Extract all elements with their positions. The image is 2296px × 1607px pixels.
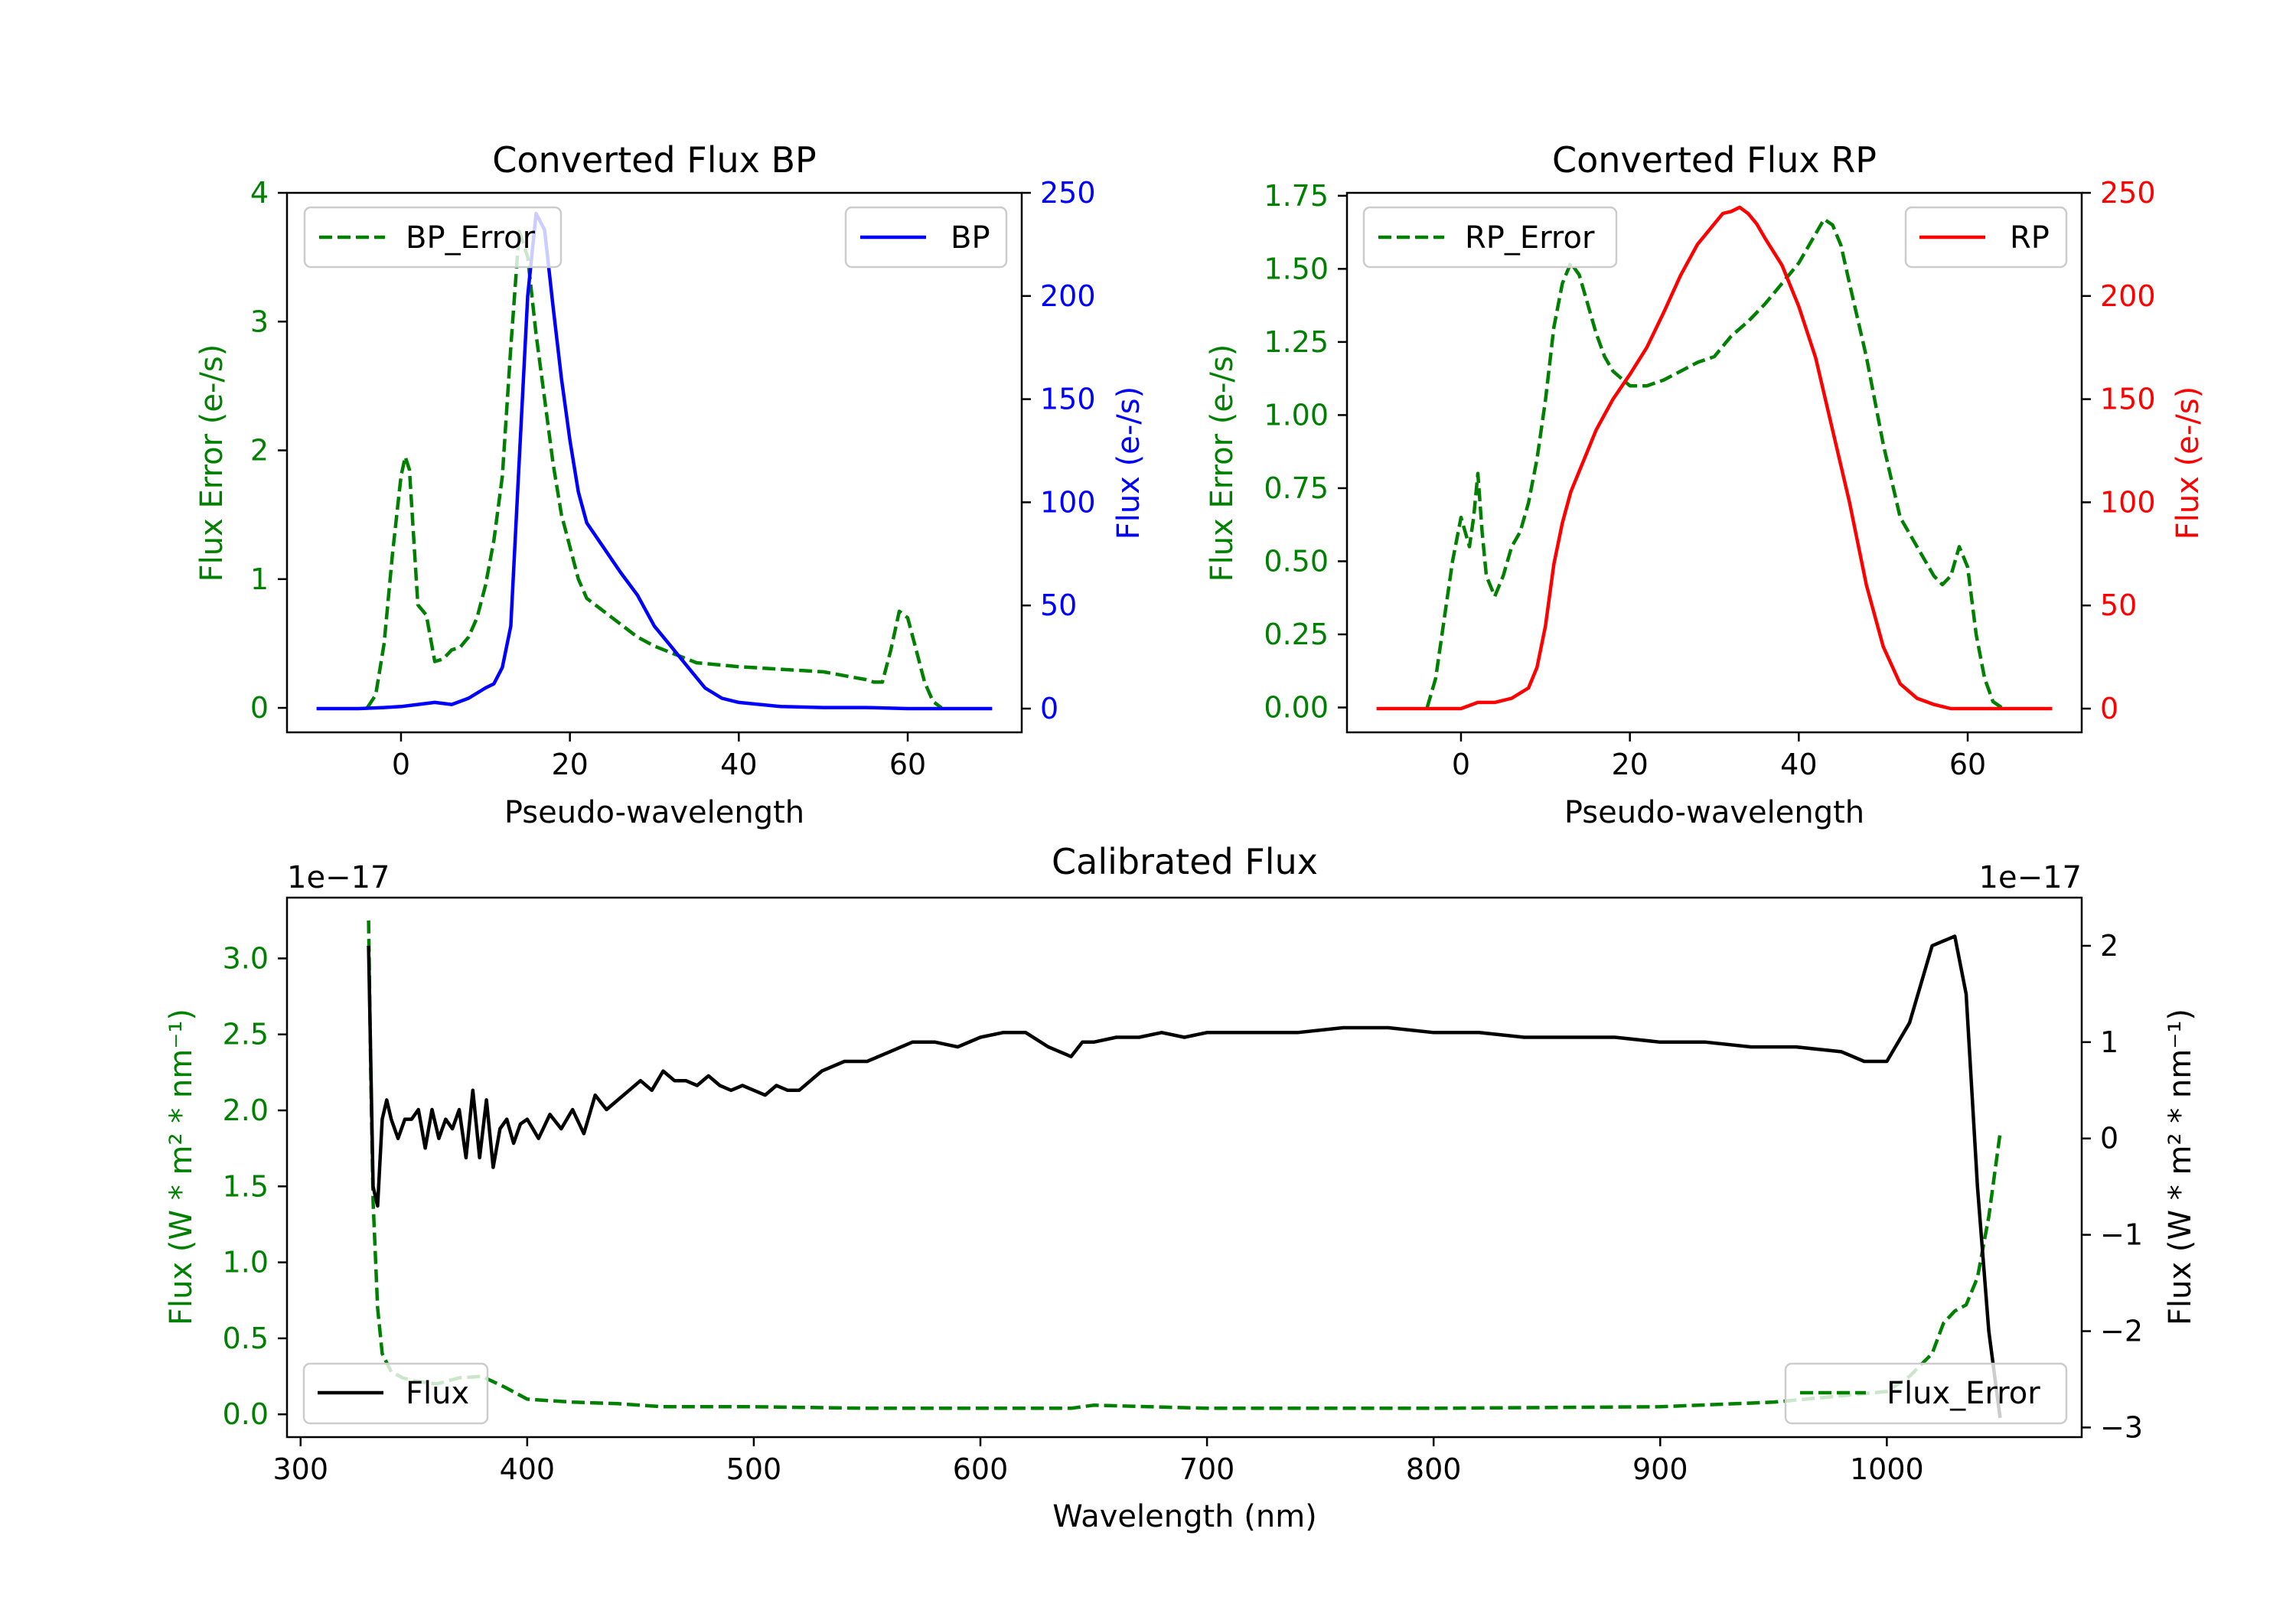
cal-right-tick-label: 2: [2100, 929, 2118, 963]
bp-left-tick-label: 2: [250, 434, 269, 468]
bp-legend-right-label: BP: [951, 220, 990, 256]
cal-left-offset-label: 1e−17: [287, 860, 390, 895]
bp-right-tick-label: 150: [1040, 383, 1096, 416]
rp-left-tick-label: 0.00: [1264, 691, 1329, 725]
rp-right-tick-label: 50: [2100, 588, 2137, 622]
cal-x-tick-label: 800: [1406, 1452, 1462, 1486]
bp-right-tick-label: 250: [1040, 176, 1096, 210]
rp-x-tick-label: 20: [1611, 748, 1648, 781]
rp-x-tick-label: 60: [1949, 748, 1986, 781]
cal-right-tick-label: −2: [2100, 1315, 2143, 1348]
cal-right-tick-label: 0: [2100, 1122, 2118, 1156]
bp-x-axis-label: Pseudo-wavelength: [504, 795, 804, 830]
rp-left-tick-label: 0.50: [1264, 544, 1329, 578]
rp-legend-right: RP: [1904, 206, 2068, 269]
rp-left-tick-label: 0.75: [1264, 471, 1329, 505]
cal-legend-right-label: Flux_Error: [1887, 1376, 2040, 1411]
rp-plot-area: 0 20 40 60 0.00 0.25 0.50 0.75 1.00 1.25 1.50 1.75 0…: [1264, 176, 2155, 781]
cal-x-tick-label: 700: [1179, 1452, 1235, 1486]
cal-left-tick-label: 1.0: [223, 1246, 269, 1279]
cal-left-tick-label: 0.5: [223, 1322, 269, 1355]
bp-x-tick-label: 40: [720, 748, 757, 781]
cal-right-tick-label: 1: [2100, 1025, 2118, 1059]
cal-left-axis-label: Flux (W * m² * nm⁻¹): [164, 1009, 199, 1325]
rp-legend-left: RP_Error: [1362, 206, 1618, 269]
cal-x-axis-label: Wavelength (nm): [1052, 1499, 1317, 1534]
rp-series-rp-error: [1425, 217, 2003, 709]
cal-x-tick-label: 300: [272, 1452, 328, 1486]
cal-legend-left: Flux: [302, 1362, 489, 1425]
cal-legend-left-box: [302, 1362, 489, 1425]
rp-left-tick-label: 0.25: [1264, 618, 1329, 651]
bp-panel: Converted Flux BP 0 20 40 60012340501001502…: [194, 139, 1146, 830]
bp-left-tick-label: 3: [250, 305, 269, 338]
cal-right-tick-label: −3: [2100, 1410, 2143, 1444]
bp-title: Converted Flux BP: [492, 139, 817, 181]
rp-right-tick-label: 0: [2100, 692, 2118, 725]
rp-legend-right-box: [1904, 206, 2068, 269]
bp-left-axis-label: Flux Error (e-/s): [194, 344, 230, 582]
rp-right-axis-label: Flux (e-/s): [2170, 386, 2206, 539]
bp-series-bp: [316, 211, 993, 711]
cal-series-flux: [367, 934, 2002, 1419]
cal-right-tick-label: −1: [2100, 1218, 2143, 1252]
cal-x-tick-label: 900: [1632, 1452, 1688, 1486]
rp-right-tick-label: 200: [2100, 279, 2156, 313]
bp-x-tick-label: 60: [889, 748, 926, 781]
bp-x-tick-label: 20: [551, 748, 588, 781]
rp-title: Converted Flux RP: [1552, 139, 1877, 181]
cal-x-tick-label: 400: [500, 1452, 556, 1486]
calibrated-panel: Calibrated Flux 300 400 500 600 700 800 900 100…: [164, 841, 2198, 1534]
bp-series-bp-error: [365, 230, 943, 709]
cal-legend-left-label: Flux: [406, 1376, 469, 1411]
bp-axes-frame: [285, 191, 1023, 734]
cal-left-tick-label: 1.5: [223, 1169, 269, 1203]
bp-right-tick-label: 50: [1040, 588, 1077, 622]
bp-right-axis-label: Flux (e-/s): [1111, 386, 1146, 539]
cal-left-tick-label: 3.0: [223, 941, 269, 975]
rp-left-axis-label: Flux Error (e-/s): [1205, 344, 1240, 582]
rp-legend-right-label: RP: [2010, 220, 2050, 256]
rp-left-tick-label: 1.50: [1264, 252, 1329, 285]
rp-right-tick-label: 150: [2100, 383, 2156, 416]
bp-left-tick-label: 1: [250, 562, 269, 596]
rp-series-rp: [1376, 205, 2053, 711]
bp-legend-right: BP: [844, 206, 1008, 269]
bp-legend-left: BP_Error: [303, 206, 563, 269]
rp-right-tick-label: 100: [2100, 485, 2156, 519]
cal-right-axis-label: Flux (W * m² * nm⁻¹): [2163, 1009, 2198, 1325]
cal-x-tick-label: 600: [953, 1452, 1009, 1486]
rp-legend-left-label: RP_Error: [1465, 220, 1595, 256]
rp-right-tick-label: 250: [2100, 176, 2156, 210]
rp-x-axis-label: Pseudo-wavelength: [1564, 795, 1864, 830]
bp-x-tick-label: 0: [392, 748, 410, 781]
rp-legend-left-box: [1362, 206, 1618, 269]
cal-legend-right-box: [1784, 1362, 2068, 1425]
bp-left-tick-label: 0: [250, 691, 269, 725]
bp-right-tick-label: 0: [1040, 692, 1058, 725]
cal-right-offset-label: 1e−17: [1979, 860, 2082, 895]
cal-x-tick-label: 1000: [1850, 1452, 1924, 1486]
bp-legend-left-label: BP_Error: [406, 220, 536, 256]
rp-x-tick-label: 40: [1780, 748, 1817, 781]
rp-left-tick-label: 1.75: [1264, 179, 1329, 213]
rp-left-tick-label: 1.25: [1264, 325, 1329, 359]
rp-x-tick-label: 0: [1452, 748, 1470, 781]
cal-title: Calibrated Flux: [1052, 841, 1318, 882]
bp-left-tick-label: 4: [250, 176, 269, 210]
bp-right-tick-label: 200: [1040, 279, 1096, 313]
cal-left-tick-label: 2.5: [223, 1018, 269, 1051]
cal-legend-right: Flux_Error: [1784, 1362, 2068, 1425]
cal-left-tick-label: 0.0: [223, 1397, 269, 1431]
bp-legend-left-box: [303, 206, 563, 269]
rp-left-tick-label: 1.00: [1264, 398, 1329, 432]
rp-axes-frame: [1345, 191, 2083, 734]
cal-left-tick-label: 2.0: [223, 1094, 269, 1127]
rp-panel: Converted Flux RP 0 20 40 60 0.00 0.25 0.50 0.7…: [1205, 139, 2206, 830]
cal-axes-frame: [285, 896, 2083, 1439]
bp-right-tick-label: 100: [1040, 485, 1096, 519]
cal-x-tick-label: 500: [726, 1452, 782, 1486]
